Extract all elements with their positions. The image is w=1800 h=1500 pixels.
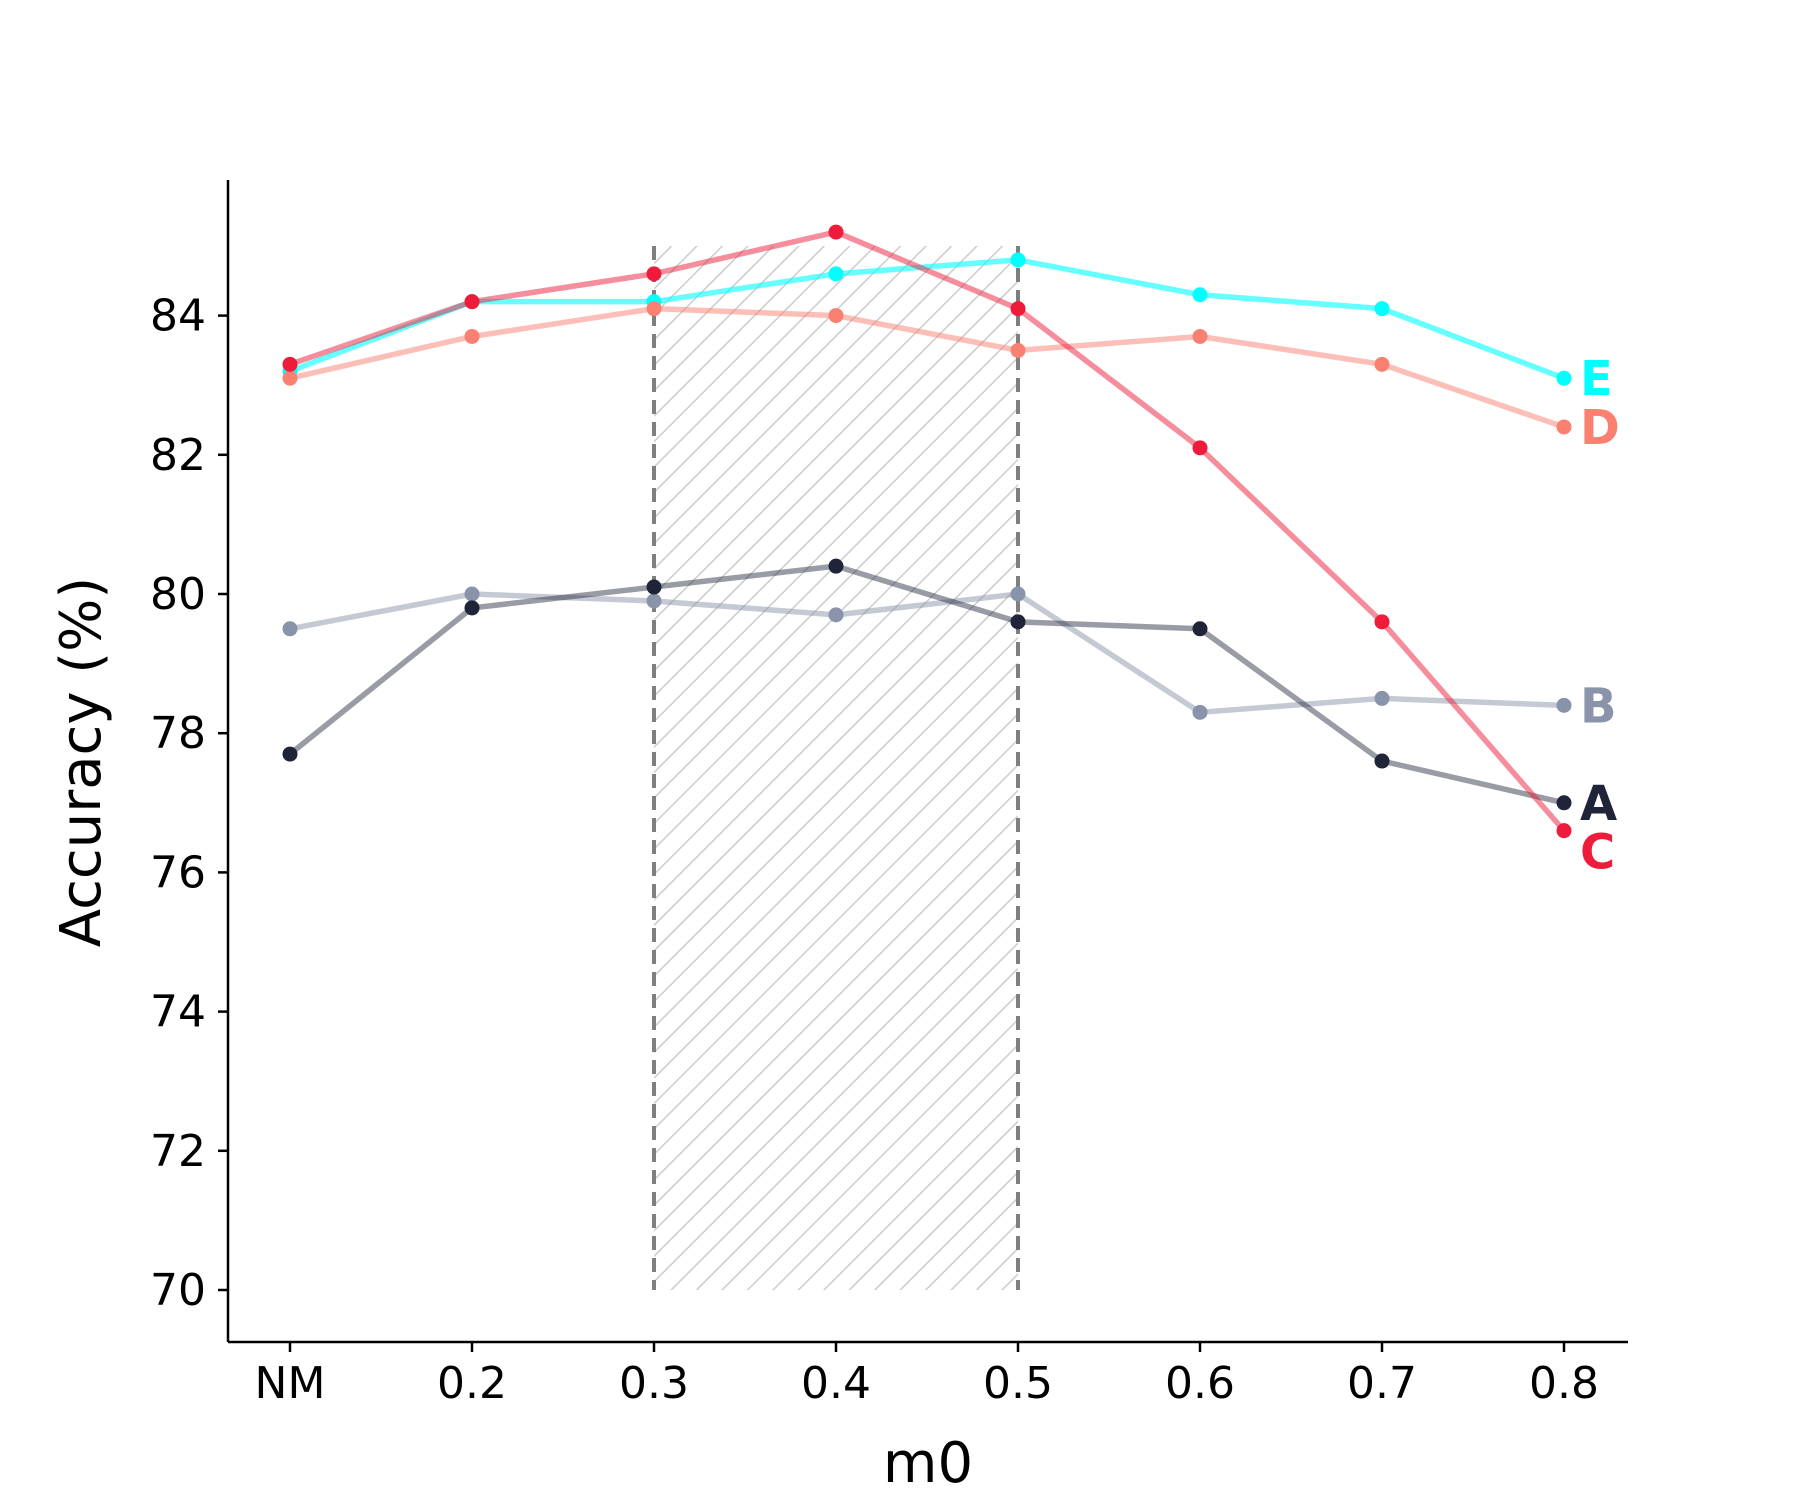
point-B-0.5 <box>1010 586 1026 602</box>
series-end-label-D: D <box>1580 400 1620 456</box>
point-A-0.4 <box>828 558 844 574</box>
y-tick-label-82: 82 <box>150 430 206 481</box>
series-line-C <box>289 229 1567 833</box>
point-E-0.7 <box>1374 301 1390 317</box>
highlight-region-hatch <box>654 246 1018 1290</box>
point-D-0.3 <box>646 301 662 317</box>
x-axis-title: m0 <box>883 1431 973 1496</box>
point-E-0.5 <box>1010 252 1026 268</box>
point-A-0.2 <box>464 600 480 616</box>
x-tick-label-0.4: 0.4 <box>801 1358 871 1409</box>
point-B-0.8 <box>1556 697 1572 713</box>
point-A-0.8 <box>1556 795 1572 811</box>
point-B-0.3 <box>646 593 662 609</box>
series-A <box>282 558 1572 811</box>
series-line-E <box>289 257 1565 381</box>
point-D-NM <box>282 370 298 386</box>
y-tick-label-78: 78 <box>150 708 206 759</box>
point-D-0.2 <box>464 328 480 344</box>
point-D-0.6 <box>1192 328 1208 344</box>
point-C-0.6 <box>1192 440 1208 456</box>
point-D-0.8 <box>1556 419 1572 435</box>
point-C-0.2 <box>464 294 480 310</box>
y-tick-label-72: 72 <box>150 1126 206 1177</box>
y-tick-label-76: 76 <box>150 847 206 898</box>
point-C-NM <box>282 356 298 372</box>
x-tick-label-0.6: 0.6 <box>1165 1358 1235 1409</box>
point-A-0.6 <box>1192 621 1208 637</box>
series-line-D <box>289 305 1565 430</box>
series-end-label-C: C <box>1580 825 1615 881</box>
x-tick-label-0.8: 0.8 <box>1529 1358 1599 1409</box>
series-end-label-E: E <box>1580 351 1613 407</box>
point-C-0.7 <box>1374 614 1390 630</box>
series-B <box>282 586 1572 720</box>
y-tick-label-74: 74 <box>150 987 206 1038</box>
point-B-0.6 <box>1192 704 1208 720</box>
point-A-0.7 <box>1374 753 1390 769</box>
point-A-NM <box>282 746 298 762</box>
point-C-0.5 <box>1010 301 1026 317</box>
y-axis-title: Accuracy (%) <box>49 577 114 947</box>
series-end-label-B: B <box>1580 678 1617 734</box>
point-A-0.3 <box>646 579 662 595</box>
point-C-0.8 <box>1556 823 1572 839</box>
point-D-0.5 <box>1010 342 1026 358</box>
series-end-label-A: A <box>1580 776 1617 832</box>
x-tick-label-0.7: 0.7 <box>1347 1358 1417 1409</box>
series-line-B <box>289 591 1565 716</box>
point-B-0.4 <box>828 607 844 623</box>
point-E-0.6 <box>1192 287 1208 303</box>
point-C-0.3 <box>646 266 662 282</box>
y-tick-label-84: 84 <box>150 291 206 342</box>
series-D <box>282 301 1572 435</box>
point-E-0.8 <box>1556 370 1572 386</box>
series-C <box>282 224 1572 839</box>
point-B-NM <box>282 621 298 637</box>
y-tick-label-80: 80 <box>150 569 206 620</box>
x-tick-label-0.2: 0.2 <box>437 1358 507 1409</box>
point-D-0.4 <box>828 308 844 324</box>
point-D-0.7 <box>1374 356 1390 372</box>
series-line-A <box>288 563 1565 806</box>
point-E-0.4 <box>828 266 844 282</box>
x-tick-label-0.3: 0.3 <box>619 1358 689 1409</box>
point-B-0.7 <box>1374 690 1390 706</box>
x-tick-label-0.5: 0.5 <box>983 1358 1053 1409</box>
point-C-0.4 <box>828 224 844 240</box>
point-A-0.5 <box>1010 614 1026 630</box>
y-tick-label-70: 70 <box>150 1265 206 1316</box>
x-tick-label-NM: NM <box>255 1358 326 1409</box>
point-B-0.2 <box>464 586 480 602</box>
